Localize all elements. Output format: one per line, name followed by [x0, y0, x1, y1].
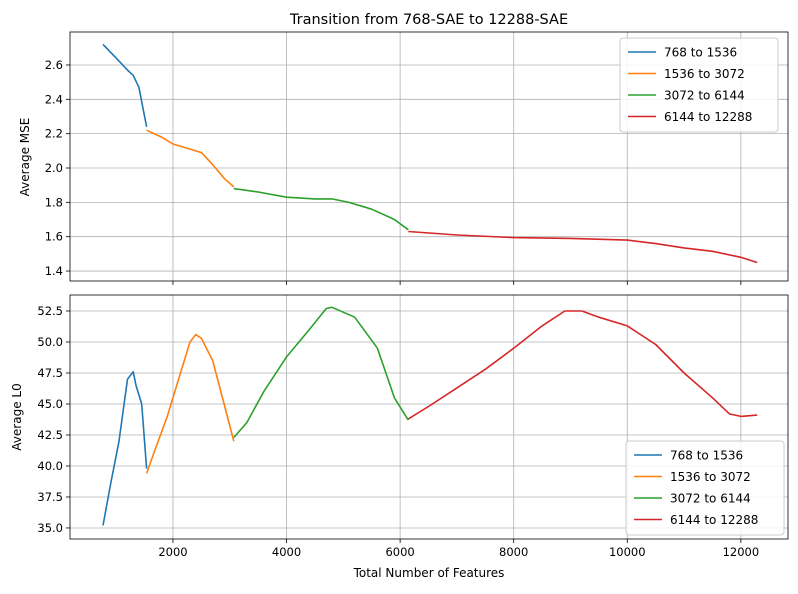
x-tick-label: 4000: [272, 545, 301, 559]
axes-frame: [69, 31, 789, 282]
legend-label: 1536 to 3072: [670, 470, 751, 484]
y-axis-label-bottom: Average L0: [10, 383, 24, 450]
y-tick-label: 2.0: [45, 161, 63, 175]
legend-box: [625, 440, 785, 536]
panel-mse: 1.4 1.6 1.8 2.0 2.2 2.4 2.6 768 to 1536 1536 to …: [45, 31, 789, 285]
y-tick-label: 52.5: [37, 304, 63, 318]
legend: 768 to 1536 1536 to 3072 3072 to 6144 6144 …: [625, 440, 785, 536]
series-line: [233, 187, 409, 231]
series-line: [145, 333, 235, 474]
y-tick-label: 50.0: [37, 335, 63, 349]
x-tick-label: 2000: [158, 545, 187, 559]
y-tick-label: 2.2: [45, 127, 63, 141]
y-tick-label: 1.8: [45, 195, 63, 209]
x-axis-label: Total Number of Features: [353, 566, 505, 580]
y-axis-label-top: Average MSE: [18, 118, 32, 197]
series-line: [233, 306, 409, 439]
y-tick-label: 1.6: [45, 230, 63, 244]
y-tick-label: 1.4: [45, 264, 63, 278]
x-tick-label: 8000: [499, 545, 528, 559]
panel-l0: 2000 4000 6000 8000 10000 12000 35.0 37.5 40.0 42…: [37, 294, 789, 559]
legend-box: [619, 37, 779, 133]
x-tick-label: 10000: [609, 545, 646, 559]
y-tick-label: 42.5: [37, 428, 63, 442]
series-line: [407, 310, 758, 420]
legend-label: 3072 to 6144: [670, 492, 751, 506]
series-line: [146, 129, 235, 188]
y-tick-label: 47.5: [37, 366, 63, 380]
series-line: [408, 230, 758, 264]
series-line: [102, 43, 148, 127]
series-line: [102, 370, 148, 526]
legend-label: 6144 to 12288: [670, 513, 758, 527]
x-tick-label: 6000: [385, 545, 414, 559]
chart-title: Transition from 768-SAE to 12288-SAE: [289, 12, 568, 28]
legend-label: 3072 to 6144: [664, 89, 745, 103]
legend-label: 1536 to 3072: [664, 67, 745, 81]
y-tick-label: 37.5: [37, 490, 63, 504]
legend-label: 768 to 1536: [670, 449, 743, 463]
legend: 768 to 1536 1536 to 3072 3072 to 6144 6144 …: [619, 37, 779, 133]
legend-label: 768 to 1536: [664, 46, 737, 60]
y-tick-label: 2.4: [45, 92, 63, 106]
y-tick-label: 45.0: [37, 397, 63, 411]
axes-frame: [69, 294, 789, 540]
x-tick-label: 12000: [723, 545, 760, 559]
y-tick-label: 40.0: [37, 459, 63, 473]
y-tick-label: 2.6: [45, 58, 63, 72]
legend-label: 6144 to 12288: [664, 110, 752, 124]
y-tick-label: 35.0: [37, 521, 63, 535]
